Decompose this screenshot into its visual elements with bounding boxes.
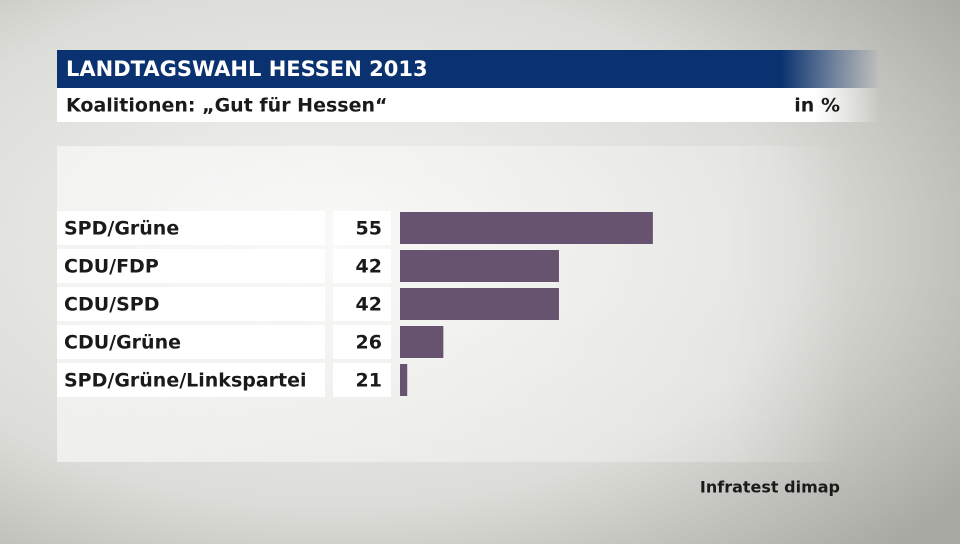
category-label: SPD/Grüne (64, 218, 179, 240)
label-box (57, 249, 325, 283)
chart-title: LANDTAGSWAHL HESSEN 2013 (66, 57, 428, 81)
source: Infratest dimap (700, 478, 840, 497)
value-box (333, 211, 391, 245)
subtitle-bar (57, 88, 880, 122)
category-label: SPD/Grüne/Linkspartei (64, 370, 307, 392)
bar (400, 326, 444, 358)
value-box (333, 249, 391, 283)
bar (400, 364, 408, 396)
value-label: 26 (356, 332, 382, 354)
chart-subtitle: Koalitionen: „Gut für Hessen“ (66, 95, 387, 117)
label-box (57, 363, 325, 397)
value-label: 55 (356, 218, 382, 240)
unit-label: in % (794, 95, 840, 117)
value-label: 42 (356, 294, 382, 316)
value-box (333, 325, 391, 359)
category-label: CDU/Grüne (64, 332, 181, 354)
bar (400, 250, 559, 282)
bar (400, 288, 559, 320)
label-box (57, 211, 325, 245)
category-label: CDU/FDP (64, 256, 159, 278)
label-box (57, 287, 325, 321)
bar (400, 212, 653, 244)
value-box (333, 363, 391, 397)
category-label: CDU/SPD (64, 294, 159, 316)
title-bar (57, 50, 880, 88)
value-label: 21 (356, 370, 382, 392)
value-box (333, 287, 391, 321)
value-label: 42 (356, 256, 382, 278)
label-box (57, 325, 325, 359)
